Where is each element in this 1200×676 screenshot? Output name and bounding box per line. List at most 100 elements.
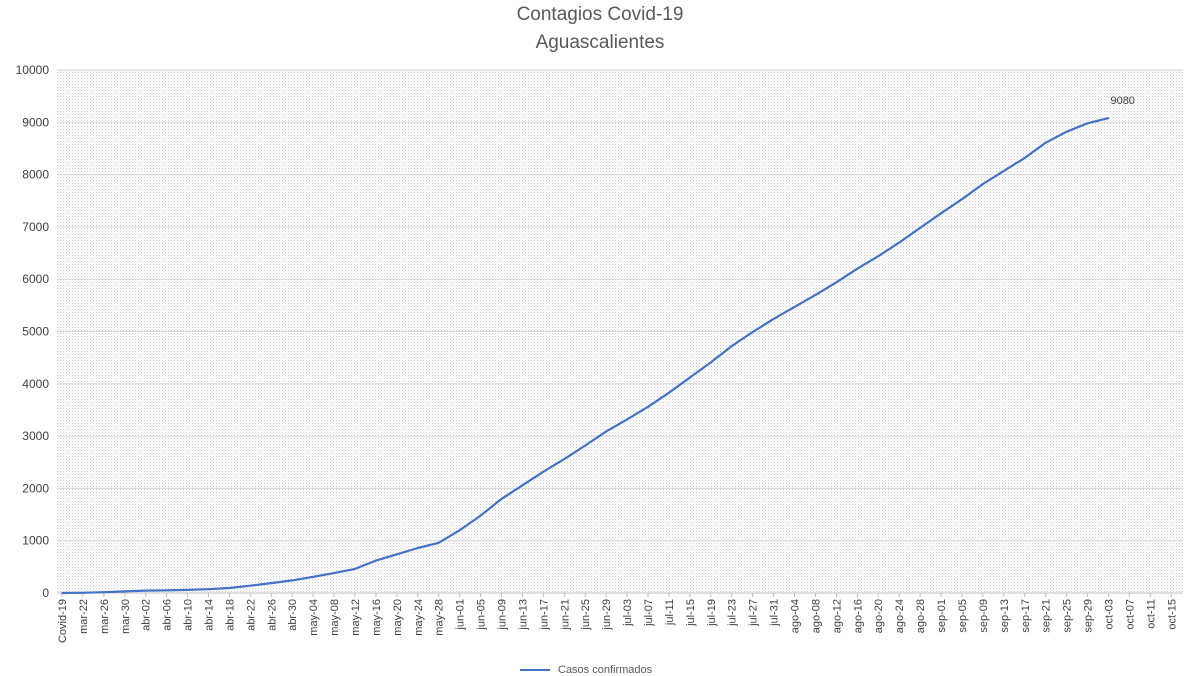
data-point [877,255,880,257]
x-tick-label: oct-07 [1124,599,1136,630]
data-point [542,470,545,473]
x-tick-label: oct-15 [1166,599,1178,630]
data-point [605,430,607,433]
data-point [375,559,377,562]
data-point [500,498,503,500]
x-tick-label: sep-13 [999,599,1011,633]
data-point [333,572,335,574]
data-point [730,345,733,347]
x-tick-label: mar-26 [99,599,111,634]
data-point [898,241,900,244]
x-tick-label: jun-13 [517,599,529,631]
data-point [1003,170,1005,172]
x-tick-label: abr-30 [287,599,299,631]
x-tick-label: may-08 [329,599,341,636]
x-tick-label: jun-05 [476,599,488,631]
x-tick-label: abr-02 [141,599,153,631]
x-tick-label: abr-26 [266,599,278,631]
x-tick-label: may-28 [434,599,446,636]
y-tick-label: 5000 [22,325,49,339]
y-tick-label: 7000 [22,220,49,234]
x-tick-label: sep-17 [1020,599,1032,633]
y-tick-label: 1000 [22,534,49,548]
x-tick-label: Covid-19 [57,599,69,643]
x-tick-label: jul-31 [769,599,781,627]
y-tick-label: 3000 [22,429,49,443]
data-point [521,484,524,487]
y-tick-label: 0 [42,586,49,600]
data-point [312,575,314,578]
x-tick-label: jun-25 [580,599,592,631]
x-tick-label: oct-03 [1103,599,1115,630]
data-point [479,514,482,517]
data-point [249,584,252,587]
x-tick-label: jun-09 [497,599,509,631]
data-point [668,391,670,394]
x-tick-label: jun-29 [601,599,613,631]
data-point [751,331,754,333]
x-tick-label: mar-30 [120,599,132,634]
x-tick-label: abr-18 [224,599,236,631]
data-point [919,227,921,229]
x-tick-label: may-20 [392,599,404,636]
data-point [563,458,566,460]
data-point [793,306,796,308]
y-tick-label: 2000 [22,481,49,495]
y-axis: 0 1000 2000 3000 4000 5000 6000 7000 8000 9000 100… [16,63,50,600]
data-point [710,361,712,364]
x-tick-label: ago-12 [831,599,843,633]
data-point [354,568,356,570]
x-tick-label: abr-14 [204,599,216,631]
x-tick-label: jul-19 [706,599,718,627]
data-point [207,588,210,591]
x-tick-label: jul-27 [748,599,760,627]
data-point [82,591,84,594]
x-tick-label: ago-28 [915,599,927,633]
x-tick-label: oct-11 [1145,599,1157,629]
x-tick-label: sep-01 [936,599,948,633]
data-point [186,589,189,591]
data-point [961,198,963,200]
data-point [647,406,649,408]
x-tick-label: ago-04 [790,599,802,633]
gridlines [57,69,1183,594]
x-tick-label: jul-07 [643,599,655,627]
x-tick-label: jul-11 [664,599,676,626]
series-layer: 9080 [61,95,1135,595]
x-tick-label: jun-17 [538,599,550,631]
x-tick-label: sep-25 [1062,599,1074,633]
x-tick-label: abr-06 [162,599,174,631]
y-tick-label: 6000 [22,272,49,286]
x-tick-label: jun-21 [559,599,571,631]
data-point [103,591,105,594]
data-point [856,267,859,270]
data-point [416,547,419,549]
data-point [437,541,440,544]
x-tick-label: sep-09 [978,599,990,633]
x-axis: Covid-19 mar-22 mar-26 mar-30 abr-02 abr-06 ab… [57,593,1178,643]
data-point [228,587,231,589]
data-point [144,589,147,592]
data-point [1044,141,1047,144]
data-point [982,183,984,185]
x-tick-label: may-16 [371,599,383,636]
data-point [772,318,775,320]
data-point [1023,157,1026,159]
x-tick-label: sep-05 [957,599,969,633]
x-tick-label: ago-24 [894,599,906,633]
x-tick-label: jun-01 [455,599,467,631]
x-tick-label: jul-03 [622,599,634,627]
x-tick-label: may-24 [413,599,425,636]
y-tick-label: 4000 [22,377,49,391]
x-tick-label: mar-22 [78,599,90,634]
data-point [458,529,461,532]
y-tick-label: 8000 [22,168,49,182]
x-tick-label: sep-21 [1041,599,1053,633]
x-tick-label: may-04 [308,599,320,636]
chart-subtitle: Aguascalientes [535,32,665,53]
x-tick-label: ago-16 [852,599,864,633]
y-tick-label: 9000 [22,115,49,129]
data-point [165,589,168,592]
